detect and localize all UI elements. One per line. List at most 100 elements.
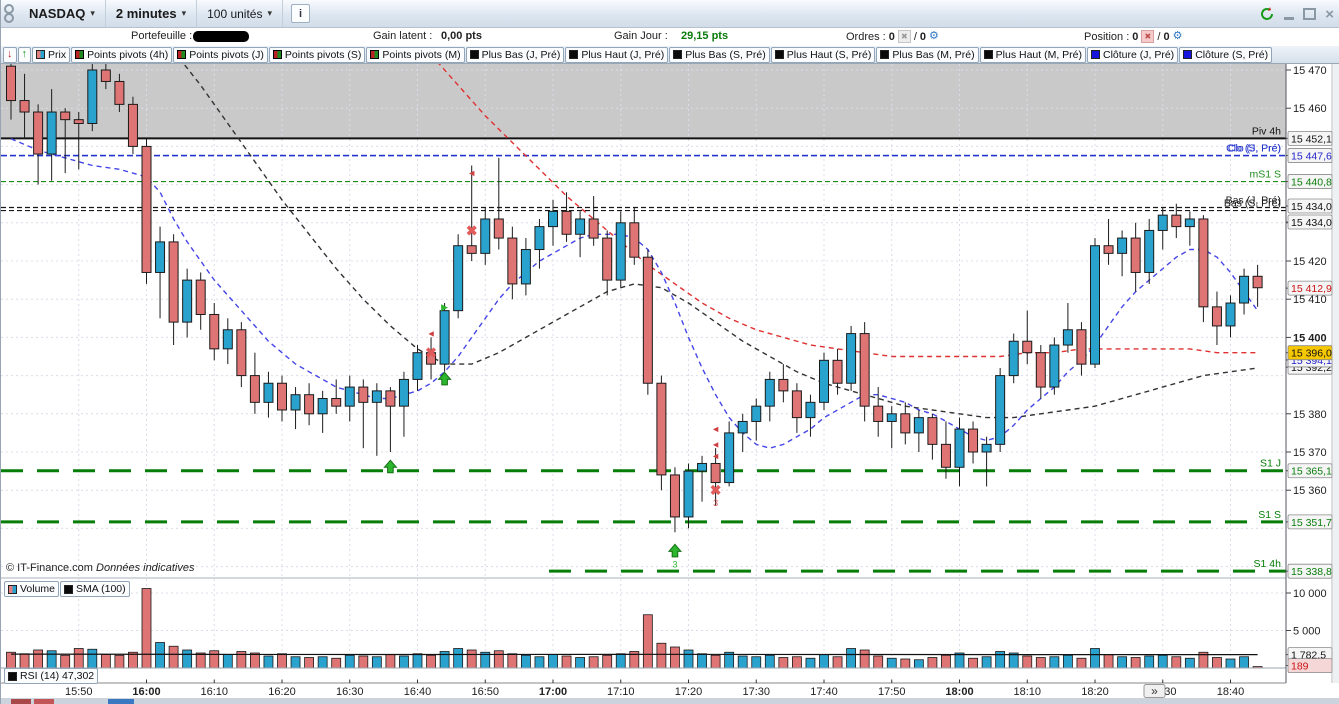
units-selector[interactable]: 100 unités ▾ <box>197 0 284 27</box>
indicator-button[interactable]: Prix <box>32 46 71 63</box>
level-label: mS1 S <box>1249 169 1281 181</box>
volume-bar <box>249 652 260 669</box>
svg-text:◄: ◄ <box>711 424 720 434</box>
orders-max: 0 <box>919 30 927 43</box>
candle <box>209 303 220 361</box>
indicator-label: Points pivots (J) <box>189 48 264 61</box>
candle <box>832 348 843 395</box>
gain-latent-value: 0,00 pts <box>441 30 482 42</box>
candle <box>1130 222 1141 292</box>
level-label: S1 4h <box>1254 558 1282 570</box>
time-axis-label: 16:40 <box>404 686 432 698</box>
refresh-icon[interactable] <box>1259 6 1275 22</box>
indicator-label: Volume <box>20 583 56 595</box>
axis-value-box: 15 434,0 <box>1291 201 1332 213</box>
candle <box>737 413 748 452</box>
candle <box>290 387 301 430</box>
chart-canvas[interactable]: Piv 4h Clo (J, Pré)Clo (S, Pré) mS1 S Bas (… <box>1 64 1339 704</box>
time-axis-more-button[interactable]: » <box>1143 684 1166 698</box>
candle <box>886 406 897 449</box>
volume-bar <box>819 654 829 669</box>
candle <box>1144 218 1155 284</box>
volume-bar <box>195 652 206 669</box>
price-axis-label: 15 360 <box>1293 485 1327 497</box>
arrow-down-icon: ↓ <box>7 48 13 60</box>
indicator-button[interactable]: ↑ <box>17 46 31 63</box>
level-label: Bas (J, Pré) <box>1226 195 1281 207</box>
arrow-up-icon: ↑ <box>21 48 28 60</box>
volume-bar <box>1130 657 1141 669</box>
indicator-button[interactable]: Points pivots (4h) <box>71 46 173 63</box>
volume-bar <box>697 653 707 669</box>
gain-latent-label: Gain latent : <box>373 30 433 42</box>
volume-bar <box>602 654 613 669</box>
volume-bar <box>561 655 572 669</box>
price-axis-label: 15 420 <box>1293 256 1327 268</box>
time-axis-label: 16:50 <box>471 686 499 698</box>
position-settings-gear-icon[interactable]: ⚙ <box>1172 30 1183 42</box>
instrument-selector[interactable]: NASDAQ ▾ <box>19 0 106 27</box>
rsi-indicator-button[interactable]: RSI (14) 47,302 <box>4 668 99 684</box>
indicator-button[interactable]: Clôture (S, Pré) <box>1179 46 1273 63</box>
indicator-button[interactable]: Clôture (J, Pré) <box>1087 46 1179 63</box>
indicator-label: Plus Bas (S, Pré) <box>685 48 766 61</box>
indicator-label: Clôture (S, Pré) <box>1195 48 1269 61</box>
trade-markers: ◄✖▶◄✖3✖3◄◄◄ <box>383 168 721 569</box>
time-axis-label: 17:40 <box>810 686 838 698</box>
volume-bar <box>46 650 57 669</box>
volume-bar <box>1035 657 1046 669</box>
candle <box>87 64 98 132</box>
orders-settings-gear-icon[interactable]: ⚙ <box>929 30 939 42</box>
indicator-button[interactable]: Plus Bas (S, Pré) <box>669 46 770 63</box>
candle <box>73 112 84 170</box>
time-axis[interactable]: 15:50 16:00 16:10 16:20 16:30 16:40 16:50 17:00… <box>1 679 1339 699</box>
volume-bar <box>1239 656 1249 669</box>
indicator-button[interactable]: Points pivots (S) <box>268 46 366 63</box>
candle <box>358 379 369 449</box>
indicator-button[interactable]: Plus Haut (S, Pré) <box>770 46 876 63</box>
svg-text:3: 3 <box>672 559 677 569</box>
maximize-button[interactable] <box>1303 8 1317 20</box>
cancel-orders-icon[interactable]: ✖ <box>897 30 911 43</box>
candle <box>141 138 152 284</box>
volume-bar <box>1144 655 1155 669</box>
indicator-button[interactable]: Plus Bas (M, Pré) <box>876 46 979 63</box>
status-bar: Portefeuille : Gain latent : 0,00 pts Ga… <box>1 28 1339 47</box>
volume-bars <box>6 588 1263 669</box>
indicator-button[interactable]: ↓ <box>3 46 17 63</box>
background-window-sliver <box>1 698 1339 704</box>
minimize-button[interactable] <box>1284 9 1295 20</box>
close-button[interactable]: × <box>1325 5 1334 23</box>
volume-bar <box>33 649 43 669</box>
svg-text:✖: ✖ <box>425 345 437 361</box>
volume-bar <box>846 648 856 669</box>
black-icon <box>64 584 74 594</box>
candle <box>710 448 721 506</box>
svg-text:◄: ◄ <box>711 439 720 449</box>
volume-bar <box>100 654 111 669</box>
candle <box>615 211 626 288</box>
volume-bar <box>832 656 843 669</box>
indicator-button[interactable]: Points pivots (M) <box>366 46 465 63</box>
info-button[interactable]: i <box>291 4 311 23</box>
time-axis-label: 15:50 <box>65 686 93 698</box>
indicator-button[interactable]: Plus Bas (J, Pré) <box>465 46 565 63</box>
price-axis-label: 15 460 <box>1293 103 1327 115</box>
indicator-button[interactable]: Points pivots (J) <box>173 46 268 63</box>
close-position-icon[interactable]: ✖ <box>1141 30 1155 43</box>
link-chain-icon[interactable] <box>3 2 15 26</box>
candle <box>1198 215 1209 323</box>
volume-bar <box>913 659 924 669</box>
timeframe-selector[interactable]: 2 minutes ▾ <box>106 0 198 27</box>
axis-value-box: 15 365,1 <box>1291 466 1332 478</box>
candle <box>940 421 951 479</box>
volume-indicator-button[interactable]: SMA (100) <box>60 581 130 597</box>
candle <box>385 387 396 452</box>
volume-bar <box>656 642 667 669</box>
indicator-button[interactable]: Plus Haut (J, Pré) <box>565 46 669 63</box>
volume-indicator-button[interactable]: Volume <box>4 581 60 597</box>
svg-text:✖: ✖ <box>466 222 478 238</box>
time-axis-label: 16:30 <box>336 686 364 698</box>
indicator-button[interactable]: Plus Haut (M, Pré) <box>979 46 1086 63</box>
